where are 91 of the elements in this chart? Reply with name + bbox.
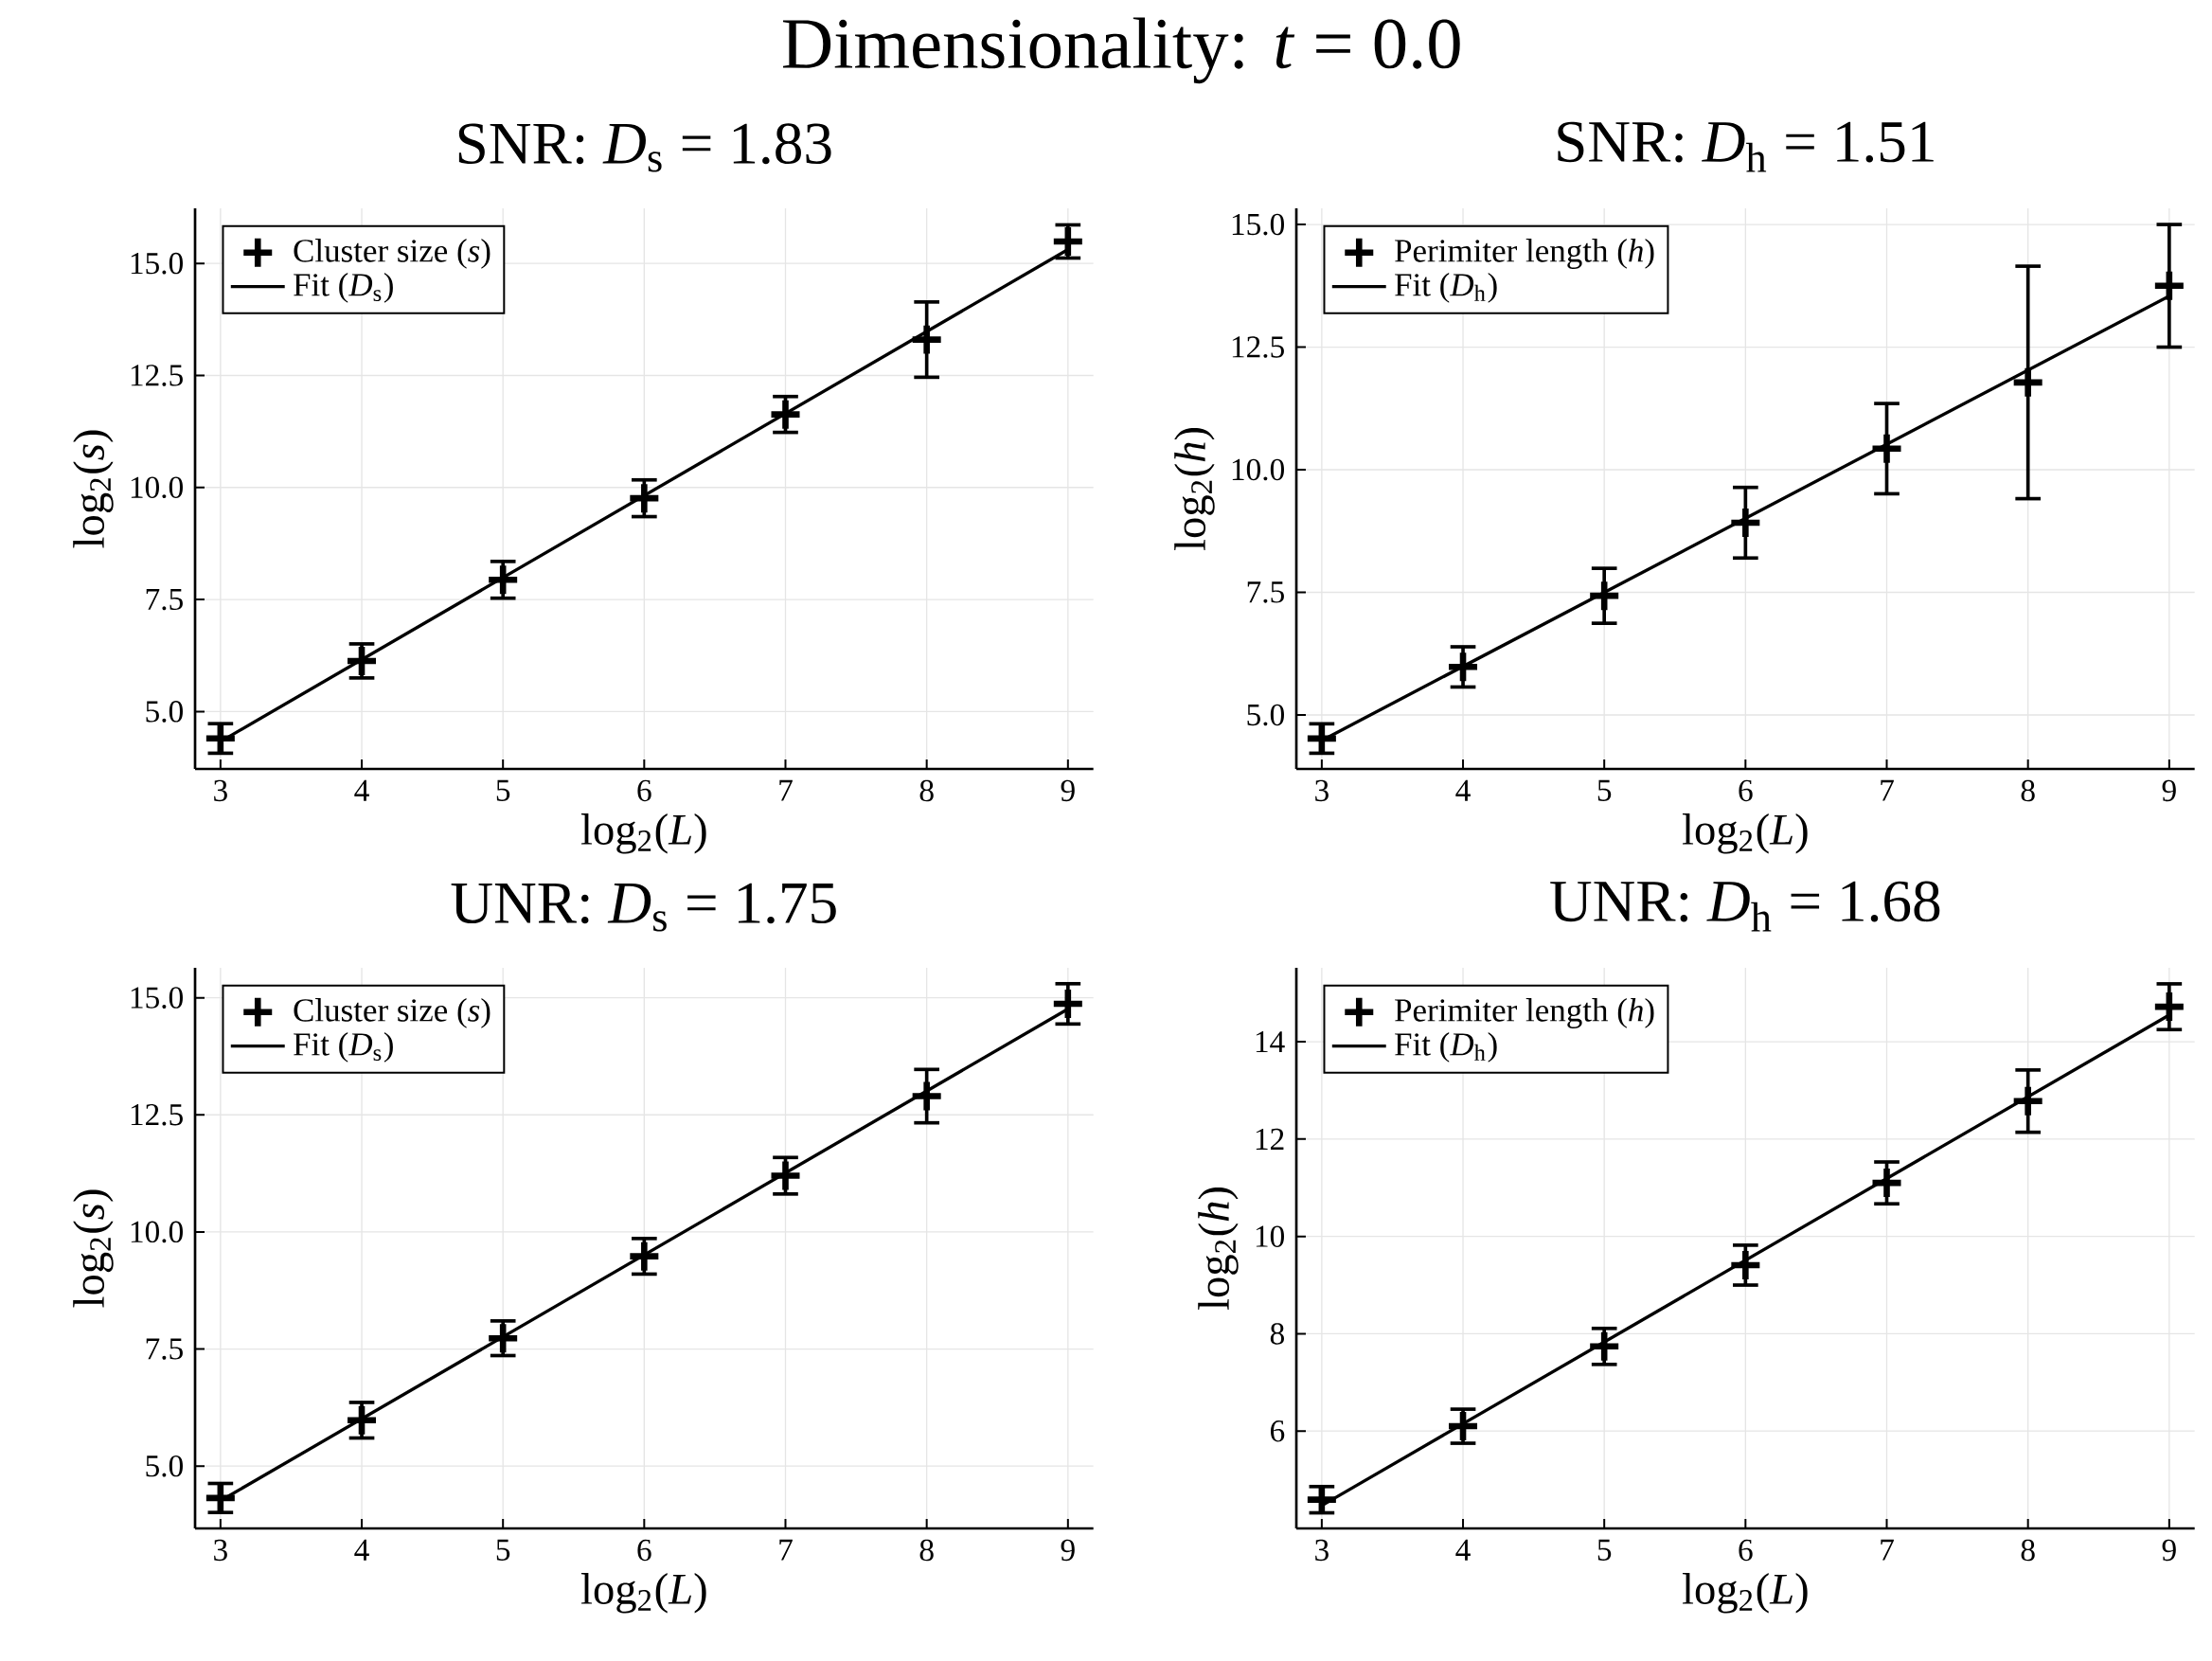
legend-label: Fit (D$_{s}$) xyxy=(294,273,393,303)
x-tick-label: 3 xyxy=(1315,779,1329,802)
y-tick-label: 5.0 xyxy=(146,1455,183,1477)
x-tick-label: 6 xyxy=(1739,779,1753,802)
x-tick-label: 7 xyxy=(779,1539,793,1561)
chart-title: SNR: D$_{h}$ = 1.51 xyxy=(1558,121,1934,172)
point xyxy=(771,1161,800,1190)
x-tick-label: 4 xyxy=(354,1539,369,1561)
y-tick-label: 6 xyxy=(1270,1420,1285,1442)
point xyxy=(630,484,659,513)
point xyxy=(489,1324,518,1353)
y-tick-label: 10.0 xyxy=(131,1221,183,1243)
x-tick-label: 4 xyxy=(354,779,369,801)
point xyxy=(2154,992,2184,1022)
y-tick-label: 7.5 xyxy=(146,1338,183,1360)
y-axis-title: log$_{2}$(h) xyxy=(1198,1188,1239,1311)
y-tick-label: 10.0 xyxy=(131,476,183,499)
y-tick-label: 12.5 xyxy=(131,365,183,386)
x-tick-label: 7 xyxy=(779,779,793,801)
legend-label: Fit (D$_{s}$) xyxy=(294,1032,393,1063)
point xyxy=(912,325,941,354)
x-tick-label: 6 xyxy=(637,1539,651,1562)
chart-title: UNR: D$_{s}$ = 1.75 xyxy=(451,883,836,932)
point xyxy=(912,1081,941,1111)
chart-title: UNR: D$_{h}$ = 1.68 xyxy=(1550,881,1940,932)
x-tick-label: 3 xyxy=(214,779,227,802)
y-axis-title: log$_{2}$(h) xyxy=(1174,428,1215,551)
x-tick-label: 6 xyxy=(1739,1539,1753,1562)
point xyxy=(2013,367,2043,397)
y-tick-label: 14 xyxy=(1256,1031,1285,1053)
point xyxy=(1590,1331,1619,1361)
x-tick-label: 9 xyxy=(1061,1539,1075,1562)
point xyxy=(1053,990,1082,1019)
x-tick-label: 5 xyxy=(1597,1539,1612,1561)
x-tick-label: 9 xyxy=(2162,1539,2176,1562)
y-tick-label: 15.0 xyxy=(131,252,183,275)
y-tick-label: 10.0 xyxy=(1232,458,1284,481)
x-tick-label: 8 xyxy=(919,1539,934,1562)
x-tick-label: 5 xyxy=(496,779,510,801)
y-axis-title: log$_{2}$(s) xyxy=(73,430,114,548)
legend-label: Fit (D$_{h}$) xyxy=(1395,1032,1497,1063)
x-tick-label: 3 xyxy=(214,1539,227,1562)
x-tick-label: 8 xyxy=(2021,1539,2035,1562)
legend-label: Perimiter length (h) xyxy=(1395,239,1654,269)
point xyxy=(1731,1250,1760,1279)
x-tick-label: 8 xyxy=(2021,779,2035,802)
x-tick-label: 6 xyxy=(637,779,651,802)
x-tick-label: 9 xyxy=(1061,779,1075,802)
x-tick-label: 5 xyxy=(1597,779,1612,801)
y-tick-label: 5.0 xyxy=(1247,704,1284,726)
point xyxy=(1731,508,1760,537)
point xyxy=(1449,652,1478,682)
point xyxy=(348,1405,377,1435)
x-tick-label: 7 xyxy=(1881,1539,1894,1561)
legend-label: Perimiter length (h) xyxy=(1395,998,1654,1028)
point xyxy=(2154,271,2184,300)
point xyxy=(1872,434,1901,463)
chart-title: SNR: D$_{s}$ = 1.83 xyxy=(458,123,831,172)
x-axis-title: log$_{2}$(L) xyxy=(580,1573,706,1614)
point xyxy=(1053,226,1082,256)
x-tick-label: 3 xyxy=(1315,1539,1329,1562)
point xyxy=(630,1241,659,1271)
x-tick-label: 8 xyxy=(919,779,934,802)
y-tick-label: 5.0 xyxy=(146,701,183,723)
text: Dimensionality: t = 0.0 xyxy=(782,17,1460,84)
y-tick-label: 10 xyxy=(1256,1225,1284,1247)
y-tick-label: 7.5 xyxy=(146,588,183,611)
x-tick-label: 7 xyxy=(1881,779,1894,801)
point xyxy=(2013,1086,2043,1116)
point xyxy=(489,565,518,595)
x-tick-label: 4 xyxy=(1455,779,1471,801)
x-tick-label: 9 xyxy=(2162,779,2176,802)
y-tick-label: 8 xyxy=(1270,1323,1284,1345)
y-tick-label: 12.5 xyxy=(131,1104,183,1126)
y-tick-label: 15.0 xyxy=(1232,213,1284,236)
y-tick-label: 7.5 xyxy=(1247,581,1284,603)
legend-label: Cluster size (s) xyxy=(294,239,491,269)
x-axis-title: log$_{2}$(L) xyxy=(580,813,706,854)
legend-label: Fit (D$_{h}$) xyxy=(1395,273,1497,303)
x-axis-title: log$_{2}$(L) xyxy=(1682,813,1808,854)
y-tick-label: 12.5 xyxy=(1232,336,1284,358)
y-tick-label: 15.0 xyxy=(131,987,183,1009)
point xyxy=(771,400,800,429)
y-tick-label: 12 xyxy=(1256,1128,1284,1150)
x-tick-label: 5 xyxy=(496,1539,510,1561)
legend-label: Cluster size (s) xyxy=(294,998,491,1028)
x-tick-label: 4 xyxy=(1455,1539,1471,1561)
y-axis-title: log$_{2}$(s) xyxy=(73,1189,114,1308)
point xyxy=(1872,1169,1901,1198)
point xyxy=(1590,581,1619,611)
x-axis-title: log$_{2}$(L) xyxy=(1682,1573,1808,1614)
